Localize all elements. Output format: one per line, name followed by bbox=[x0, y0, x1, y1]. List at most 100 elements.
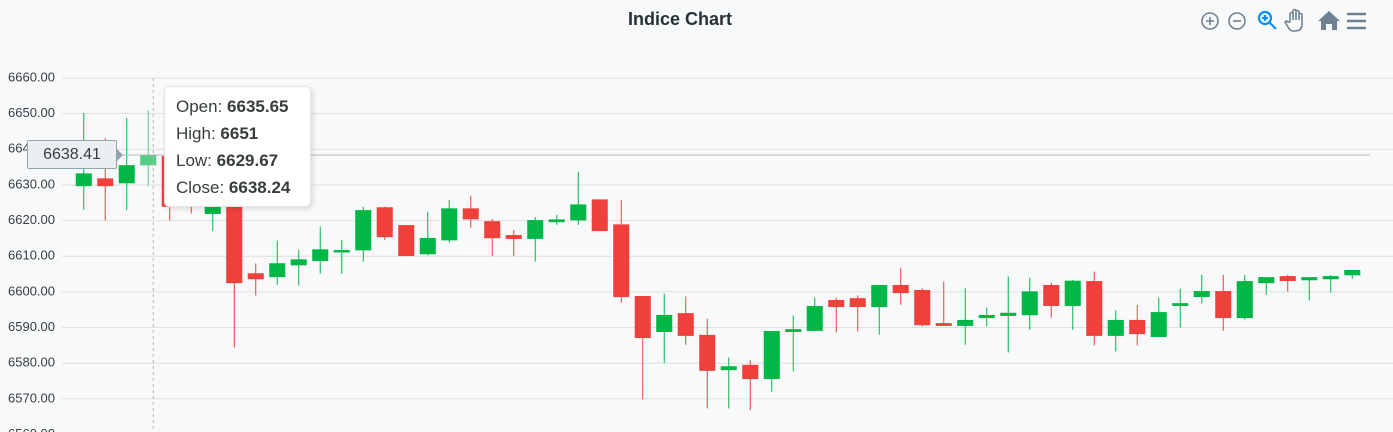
candle bbox=[527, 217, 544, 262]
candle bbox=[699, 318, 716, 409]
pan-button[interactable] bbox=[1284, 8, 1303, 32]
candle bbox=[591, 199, 608, 232]
tooltip-value: 6635.65 bbox=[227, 97, 289, 116]
candle-body bbox=[656, 314, 673, 332]
toolbar[interactable] bbox=[1201, 8, 1366, 32]
candle bbox=[548, 214, 565, 225]
candle-body bbox=[763, 330, 780, 380]
candle bbox=[1279, 274, 1296, 292]
candle bbox=[634, 296, 651, 400]
candle bbox=[1107, 310, 1124, 352]
tooltip-value: 6629.67 bbox=[216, 151, 279, 170]
candle-body bbox=[742, 364, 759, 380]
tooltip-value: 6638.24 bbox=[228, 178, 291, 197]
candle-body bbox=[1064, 280, 1081, 306]
candle-body bbox=[1322, 276, 1339, 280]
candle bbox=[1150, 297, 1167, 337]
candle bbox=[570, 171, 587, 225]
zoom-in-button[interactable] bbox=[1201, 12, 1219, 30]
candle-body bbox=[677, 313, 694, 336]
menu-button[interactable] bbox=[1347, 12, 1366, 30]
candle-body bbox=[75, 173, 92, 187]
candle bbox=[312, 226, 329, 274]
candle bbox=[1000, 276, 1017, 353]
y-tick-label: 6590.00 bbox=[8, 319, 55, 334]
tooltip: Open: 6635.65 High: 6651 Low: 6629.67 Close… bbox=[164, 86, 311, 207]
y-tick-label: 6610.00 bbox=[8, 248, 55, 263]
candle-body bbox=[398, 225, 415, 257]
candle-body bbox=[871, 284, 888, 308]
candle bbox=[1086, 271, 1103, 346]
candle-body bbox=[355, 210, 372, 251]
candle bbox=[247, 263, 264, 296]
candle-body bbox=[957, 319, 974, 326]
candle bbox=[957, 288, 974, 345]
candle-body bbox=[591, 199, 608, 232]
candle-body bbox=[720, 366, 737, 371]
tooltip-row: High: 6651 bbox=[176, 120, 310, 147]
candle-body bbox=[914, 289, 931, 326]
candle-body bbox=[333, 250, 350, 253]
y-tick-label: 6600.00 bbox=[8, 283, 55, 298]
tooltip-label: Low: bbox=[176, 151, 212, 170]
candle bbox=[1043, 282, 1060, 318]
candle-body bbox=[1129, 319, 1146, 335]
candle-body bbox=[892, 284, 909, 294]
tooltip-row: Low: 6629.67 bbox=[176, 147, 310, 174]
candle-body bbox=[1107, 319, 1124, 336]
y-tick-label: 6560.00 bbox=[8, 426, 55, 432]
candle-body bbox=[1236, 281, 1253, 319]
y-tick-label: 6570.00 bbox=[8, 390, 55, 405]
y-tick-label: 6620.00 bbox=[8, 212, 55, 227]
candle-body bbox=[269, 263, 286, 278]
candle-body bbox=[1021, 291, 1038, 316]
candle-body bbox=[376, 207, 393, 238]
candle bbox=[269, 240, 286, 285]
candle bbox=[1215, 274, 1232, 331]
candle bbox=[849, 295, 866, 332]
tooltip-label: Close: bbox=[176, 178, 225, 197]
candle bbox=[441, 199, 458, 243]
y-tick-label: 6580.00 bbox=[8, 355, 55, 370]
candle bbox=[484, 218, 501, 257]
candle bbox=[333, 239, 350, 274]
crosshair-label: 6638.41 bbox=[27, 139, 123, 169]
tooltip-value: 6651 bbox=[220, 124, 259, 143]
candle bbox=[419, 211, 436, 256]
tooltip-label: Open: bbox=[176, 97, 223, 116]
candle bbox=[1129, 304, 1146, 346]
candle-body bbox=[527, 220, 544, 239]
candle bbox=[1258, 277, 1275, 295]
y-tick-label: 6650.00 bbox=[8, 105, 55, 120]
candle-body bbox=[785, 329, 802, 332]
candle-body bbox=[1150, 312, 1167, 337]
tooltip-label: High: bbox=[176, 124, 216, 143]
candle bbox=[1064, 279, 1081, 330]
candle bbox=[398, 224, 415, 257]
candle-body bbox=[505, 235, 522, 239]
selection-zoom-button[interactable] bbox=[1257, 10, 1277, 30]
chart-title: Indice Chart bbox=[628, 9, 732, 29]
candle bbox=[1236, 274, 1253, 320]
candle-body bbox=[1279, 276, 1296, 281]
tooltip-row: Close: 6638.24 bbox=[176, 174, 310, 201]
candle bbox=[1322, 274, 1339, 293]
candle-body bbox=[97, 178, 114, 187]
reset-button[interactable] bbox=[1318, 11, 1340, 30]
candle-body bbox=[806, 306, 823, 331]
zoom-out-button[interactable] bbox=[1228, 12, 1246, 30]
y-tick-label: 6630.00 bbox=[8, 176, 55, 191]
candle-body bbox=[1000, 312, 1017, 316]
candle-body bbox=[140, 155, 157, 166]
candle-body bbox=[312, 249, 329, 262]
candle bbox=[785, 315, 802, 372]
candle bbox=[355, 206, 372, 262]
candle-body bbox=[548, 219, 565, 223]
candle bbox=[290, 249, 307, 286]
candle-body bbox=[570, 204, 587, 221]
candle bbox=[226, 181, 243, 348]
candle-body bbox=[634, 296, 651, 339]
candle-body bbox=[247, 273, 264, 280]
